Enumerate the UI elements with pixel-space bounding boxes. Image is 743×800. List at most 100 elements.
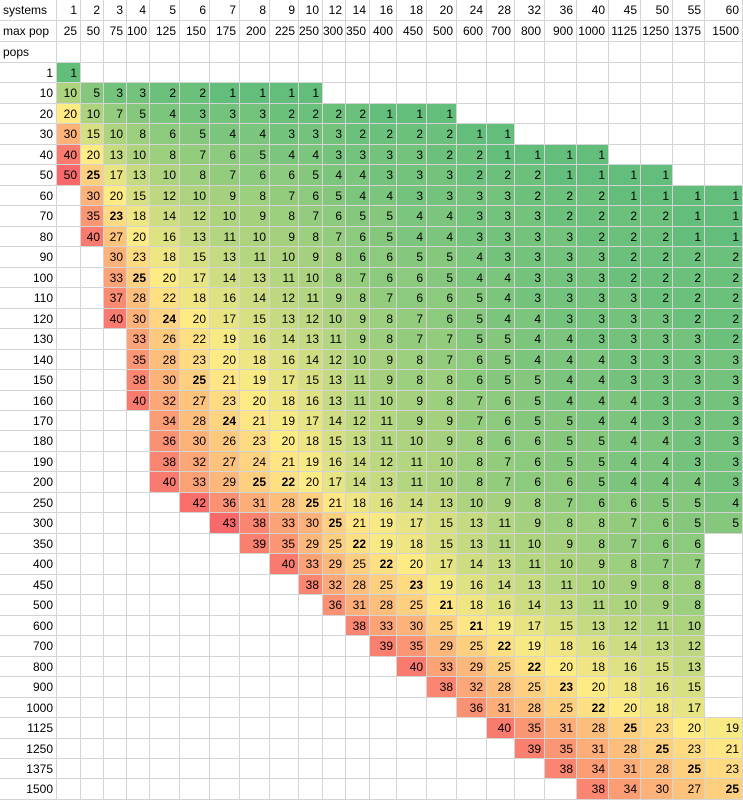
data-cell[interactable]: 30 (57, 124, 81, 145)
data-cell[interactable]: 40 (397, 657, 427, 677)
data-cell[interactable]: 15 (180, 247, 210, 268)
empty-cell[interactable] (57, 513, 81, 534)
data-cell[interactable]: 3 (673, 370, 705, 391)
data-cell[interactable]: 3 (577, 268, 609, 288)
empty-cell[interactable] (57, 329, 81, 350)
data-cell[interactable]: 7 (487, 452, 515, 472)
max-pop-header-cell[interactable]: 175 (210, 21, 240, 42)
data-cell[interactable]: 25 (457, 636, 487, 657)
empty-cell[interactable] (577, 83, 609, 104)
empty-cell[interactable] (705, 534, 743, 554)
empty-cell[interactable] (370, 83, 397, 104)
data-cell[interactable]: 20 (240, 391, 270, 411)
empty-cell[interactable] (240, 554, 270, 575)
empty-cell[interactable] (346, 63, 370, 83)
data-cell[interactable]: 8 (150, 145, 180, 165)
data-cell[interactable]: 3 (673, 411, 705, 431)
data-cell[interactable]: 8 (323, 247, 346, 268)
empty-cell[interactable] (577, 42, 609, 63)
data-cell[interactable]: 5 (673, 513, 705, 534)
data-cell[interactable]: 25 (487, 657, 515, 677)
data-cell[interactable]: 11 (346, 391, 370, 411)
systems-header-cell[interactable]: 16 (370, 0, 397, 21)
data-cell[interactable]: 21 (705, 739, 743, 759)
data-cell[interactable]: 33 (299, 554, 323, 575)
data-cell[interactable]: 7 (397, 329, 427, 350)
data-cell[interactable]: 8 (240, 186, 270, 206)
empty-cell[interactable] (641, 124, 673, 145)
data-cell[interactable]: 21 (270, 452, 299, 472)
data-cell[interactable]: 9 (515, 513, 545, 534)
data-cell[interactable]: 19 (705, 718, 743, 739)
empty-cell[interactable] (705, 145, 743, 165)
data-cell[interactable]: 5 (457, 309, 487, 329)
empty-cell[interactable] (210, 595, 240, 616)
pops-row-label[interactable]: 190 (0, 452, 57, 472)
empty-cell[interactable] (323, 698, 346, 718)
data-cell[interactable]: 14 (270, 329, 299, 350)
data-cell[interactable]: 7 (180, 145, 210, 165)
pops-row-label[interactable]: 110 (0, 288, 57, 309)
data-cell[interactable]: 35 (270, 534, 299, 554)
empty-cell[interactable] (81, 677, 104, 698)
data-cell[interactable]: 4 (427, 206, 457, 227)
data-cell[interactable]: 5 (240, 145, 270, 165)
data-cell[interactable]: 38 (346, 616, 370, 636)
data-cell[interactable]: 38 (240, 513, 270, 534)
empty-cell[interactable] (270, 759, 299, 779)
empty-cell[interactable] (346, 759, 370, 779)
data-cell[interactable]: 1 (577, 145, 609, 165)
empty-cell[interactable] (240, 42, 270, 63)
empty-cell[interactable] (346, 698, 370, 718)
data-cell[interactable]: 25 (427, 616, 457, 636)
data-cell[interactable]: 32 (457, 677, 487, 698)
data-cell[interactable]: 18 (240, 350, 270, 370)
pops-row-label[interactable]: 150 (0, 370, 57, 391)
max-pop-header-cell[interactable]: 75 (104, 21, 127, 42)
data-cell[interactable]: 10 (57, 83, 81, 104)
data-cell[interactable]: 12 (299, 309, 323, 329)
data-cell[interactable]: 27 (180, 391, 210, 411)
data-cell[interactable]: 4 (427, 227, 457, 247)
data-cell[interactable]: 8 (577, 534, 609, 554)
data-cell[interactable]: 4 (545, 370, 577, 391)
data-cell[interactable]: 22 (577, 698, 609, 718)
data-cell[interactable]: 3 (515, 227, 545, 247)
data-cell[interactable]: 16 (323, 452, 346, 472)
empty-cell[interactable] (180, 677, 210, 698)
data-cell[interactable]: 29 (457, 657, 487, 677)
data-cell[interactable]: 6 (150, 124, 180, 145)
data-cell[interactable]: 18 (299, 431, 323, 452)
empty-cell[interactable] (127, 534, 150, 554)
max-pop-header-cell[interactable]: 500 (427, 21, 457, 42)
empty-cell[interactable] (127, 616, 150, 636)
empty-cell[interactable] (397, 677, 427, 698)
data-cell[interactable]: 1 (457, 124, 487, 145)
data-cell[interactable]: 2 (545, 206, 577, 227)
pops-row-label[interactable]: 300 (0, 513, 57, 534)
data-cell[interactable]: 38 (150, 452, 180, 472)
data-cell[interactable]: 9 (397, 391, 427, 411)
data-cell[interactable]: 9 (240, 206, 270, 227)
data-cell[interactable]: 5 (515, 370, 545, 391)
data-cell[interactable]: 2 (487, 165, 515, 186)
empty-cell[interactable] (210, 779, 240, 800)
empty-cell[interactable] (427, 779, 457, 800)
data-cell[interactable]: 33 (180, 472, 210, 493)
empty-cell[interactable] (81, 493, 104, 513)
data-cell[interactable]: 5 (487, 329, 515, 350)
empty-cell[interactable] (104, 657, 127, 677)
empty-cell[interactable] (487, 63, 515, 83)
data-cell[interactable]: 7 (609, 513, 641, 534)
max-pop-header-cell[interactable]: 800 (515, 21, 545, 42)
data-cell[interactable]: 33 (370, 616, 397, 636)
empty-cell[interactable] (104, 616, 127, 636)
empty-cell[interactable] (673, 124, 705, 145)
data-cell[interactable]: 36 (150, 431, 180, 452)
empty-cell[interactable] (487, 83, 515, 104)
max-pop-header-cell[interactable]: 50 (81, 21, 104, 42)
data-cell[interactable]: 17 (180, 268, 210, 288)
empty-cell[interactable] (104, 493, 127, 513)
data-cell[interactable]: 19 (487, 616, 515, 636)
max-pop-header-cell[interactable]: 900 (545, 21, 577, 42)
